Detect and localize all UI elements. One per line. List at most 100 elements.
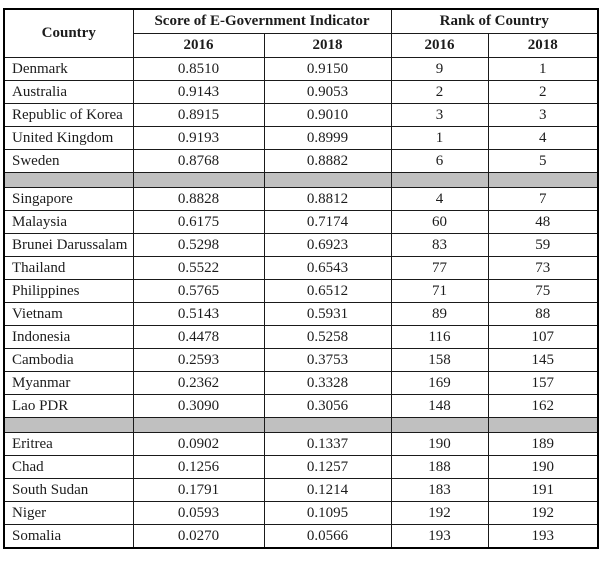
score-2016-cell: 0.8510 bbox=[132, 57, 265, 81]
rank-2018-cell: 190 bbox=[487, 455, 599, 479]
rank-2018-cell: 107 bbox=[487, 325, 599, 349]
table-row: Eritrea 0.0902 0.1337 190 189 bbox=[3, 432, 599, 456]
score-2016-cell: 0.3090 bbox=[132, 394, 265, 418]
rank-2018-cell: 191 bbox=[487, 478, 599, 502]
score-2016-cell: 0.2593 bbox=[132, 348, 265, 372]
score-2018-cell: 0.3056 bbox=[263, 394, 392, 418]
score-2018-cell: 0.9010 bbox=[263, 103, 392, 127]
country-cell: Lao PDR bbox=[3, 394, 134, 418]
table-row: Singapore 0.8828 0.8812 4 7 bbox=[3, 187, 599, 211]
rank-2016-cell: 71 bbox=[390, 279, 489, 303]
score-2016-cell: 0.0593 bbox=[132, 501, 265, 525]
rank-2018-cell: 4 bbox=[487, 126, 599, 150]
score-2016-cell: 0.4478 bbox=[132, 325, 265, 349]
header-row-years: 2016 2018 2016 2018 bbox=[4, 33, 599, 58]
rank-2016-cell: 60 bbox=[390, 210, 489, 234]
country-cell: Vietnam bbox=[3, 302, 134, 326]
rank-2016-cell: 83 bbox=[390, 233, 489, 257]
separator-row bbox=[3, 172, 599, 188]
rank-2016-cell: 183 bbox=[390, 478, 489, 502]
table-row: Australia 0.9143 0.9053 2 2 bbox=[3, 80, 599, 104]
score-2016-cell: 0.8828 bbox=[132, 187, 265, 211]
score-2018-cell: 0.8812 bbox=[263, 187, 392, 211]
separator-cell bbox=[487, 417, 599, 433]
rank-2018-cell: 1 bbox=[487, 57, 599, 81]
table-row: Philippines 0.5765 0.6512 71 75 bbox=[3, 279, 599, 303]
column-header-rank-2018: 2018 bbox=[487, 33, 599, 58]
score-2018-cell: 0.9053 bbox=[263, 80, 392, 104]
separator-cell bbox=[390, 417, 489, 433]
rank-2016-cell: 6 bbox=[390, 149, 489, 173]
score-2018-cell: 0.0566 bbox=[263, 524, 392, 549]
rank-2016-cell: 9 bbox=[390, 57, 489, 81]
score-2018-cell: 0.8999 bbox=[263, 126, 392, 150]
rank-2018-cell: 5 bbox=[487, 149, 599, 173]
rank-2018-cell: 59 bbox=[487, 233, 599, 257]
score-2018-cell: 0.7174 bbox=[263, 210, 392, 234]
country-cell: Myanmar bbox=[3, 371, 134, 395]
table-row: Niger 0.0593 0.1095 192 192 bbox=[3, 501, 599, 525]
country-cell: Australia bbox=[3, 80, 134, 104]
country-cell: Niger bbox=[3, 501, 134, 525]
rank-2016-cell: 3 bbox=[390, 103, 489, 127]
country-cell: Malaysia bbox=[3, 210, 134, 234]
score-2018-cell: 0.1214 bbox=[263, 478, 392, 502]
table-row: Sweden 0.8768 0.8882 6 5 bbox=[3, 149, 599, 173]
column-group-header-score: Score of E-Government Indicator bbox=[132, 8, 392, 34]
rank-2016-cell: 2 bbox=[390, 80, 489, 104]
score-2016-cell: 0.1791 bbox=[132, 478, 265, 502]
score-2018-cell: 0.5931 bbox=[263, 302, 392, 326]
table-row: Cambodia 0.2593 0.3753 158 145 bbox=[3, 348, 599, 372]
table-row: Denmark 0.8510 0.9150 9 1 bbox=[3, 57, 599, 81]
score-2018-cell: 0.6543 bbox=[263, 256, 392, 280]
table-row: Thailand 0.5522 0.6543 77 73 bbox=[3, 256, 599, 280]
separator-cell bbox=[3, 417, 134, 433]
country-cell: Chad bbox=[3, 455, 134, 479]
country-cell: United Kingdom bbox=[3, 126, 134, 150]
score-2018-cell: 0.1095 bbox=[263, 501, 392, 525]
column-header-score-2018: 2018 bbox=[263, 33, 392, 58]
rank-2016-cell: 158 bbox=[390, 348, 489, 372]
rank-2018-cell: 157 bbox=[487, 371, 599, 395]
score-2016-cell: 0.5298 bbox=[132, 233, 265, 257]
score-2016-cell: 0.1256 bbox=[132, 455, 265, 479]
score-2018-cell: 0.3328 bbox=[263, 371, 392, 395]
rank-2016-cell: 77 bbox=[390, 256, 489, 280]
country-cell: Thailand bbox=[3, 256, 134, 280]
score-2018-cell: 0.9150 bbox=[263, 57, 392, 81]
column-group-header-rank: Rank of Country bbox=[390, 8, 599, 34]
rank-2016-cell: 1 bbox=[390, 126, 489, 150]
rank-2016-cell: 148 bbox=[390, 394, 489, 418]
score-2016-cell: 0.9193 bbox=[132, 126, 265, 150]
table-row: Lao PDR 0.3090 0.3056 148 162 bbox=[3, 394, 599, 418]
table-row: Myanmar 0.2362 0.3328 169 157 bbox=[3, 371, 599, 395]
score-2018-cell: 0.1337 bbox=[263, 432, 392, 456]
table-row: Republic of Korea 0.8915 0.9010 3 3 bbox=[3, 103, 599, 127]
score-2016-cell: 0.0270 bbox=[132, 524, 265, 549]
score-2016-cell: 0.5522 bbox=[132, 256, 265, 280]
country-cell: Eritrea bbox=[3, 432, 134, 456]
rank-2018-cell: 48 bbox=[487, 210, 599, 234]
separator-cell bbox=[487, 172, 599, 188]
score-2018-cell: 0.5258 bbox=[263, 325, 392, 349]
score-2018-cell: 0.6512 bbox=[263, 279, 392, 303]
score-2016-cell: 0.9143 bbox=[132, 80, 265, 104]
rank-2018-cell: 189 bbox=[487, 432, 599, 456]
egov-table-container: Country Score of E-Government Indicator … bbox=[3, 8, 600, 549]
score-2016-cell: 0.8915 bbox=[132, 103, 265, 127]
rank-2016-cell: 116 bbox=[390, 325, 489, 349]
table-row: Indonesia 0.4478 0.5258 116 107 bbox=[3, 325, 599, 349]
column-header-rank-2016: 2016 bbox=[390, 33, 489, 58]
country-cell: Singapore bbox=[3, 187, 134, 211]
table-row: Vietnam 0.5143 0.5931 89 88 bbox=[3, 302, 599, 326]
separator-cell bbox=[263, 417, 392, 433]
rank-2018-cell: 7 bbox=[487, 187, 599, 211]
score-2018-cell: 0.1257 bbox=[263, 455, 392, 479]
table-row: United Kingdom 0.9193 0.8999 1 4 bbox=[3, 126, 599, 150]
country-cell: Somalia bbox=[3, 524, 134, 549]
table-row: South Sudan 0.1791 0.1214 183 191 bbox=[3, 478, 599, 502]
country-cell: Sweden bbox=[3, 149, 134, 173]
country-cell: South Sudan bbox=[3, 478, 134, 502]
rank-2016-cell: 188 bbox=[390, 455, 489, 479]
separator-row bbox=[3, 417, 599, 433]
